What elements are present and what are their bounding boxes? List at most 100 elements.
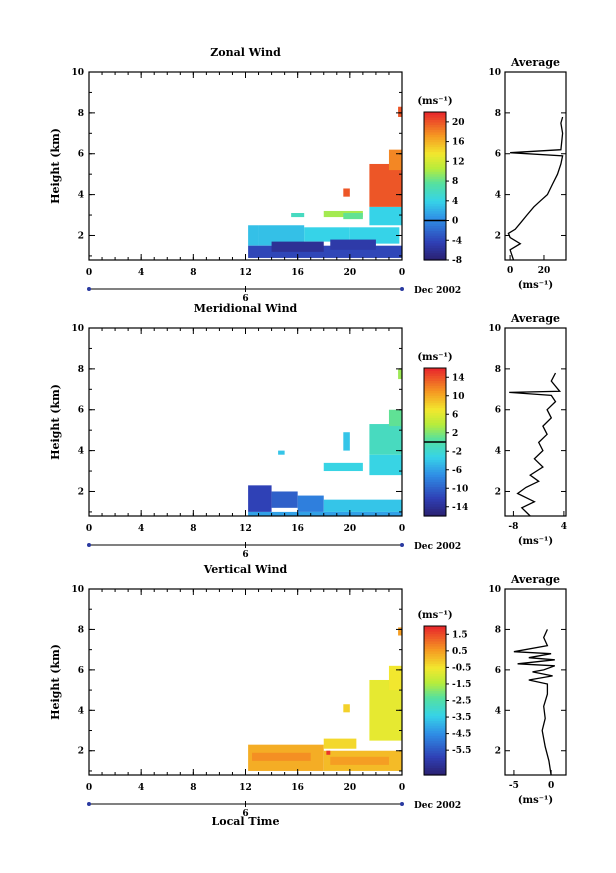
colorbar-band [424,141,446,145]
colorbar-band [424,193,446,197]
colorbar-band [424,173,446,177]
colorbar-band [424,471,446,475]
y-axis-label: Height (km) [49,384,62,460]
colorbar-band [424,653,446,657]
colorbar-band [424,745,446,749]
date-label: Dec 2002 [414,286,461,296]
colorbar-band [424,444,446,448]
x-tick-label: 8 [190,524,196,534]
colorbar-band [424,511,446,515]
colorbar-band [424,683,446,687]
colorbar-band [424,493,446,497]
colorbar-tick-label: -5.5 [452,746,471,756]
colorbar-band [424,628,446,632]
date-label: Dec 2002 [414,542,461,552]
heatmap-cell [304,227,350,242]
profile-y-tick-label: 4 [495,191,501,201]
colorbar-band [424,437,446,441]
colorbar-tick-label: 6 [452,410,458,420]
heatmap-cell [323,499,402,512]
colorbar-tick-label: 4 [452,197,458,207]
plot-frame [88,327,403,517]
colorbar-band [424,390,446,394]
average-profile: Average 2 4 6 8 10 -5 0 (ms⁻¹) [488,573,567,806]
colorbar-tick-label: 14 [452,373,465,383]
colorbar-tick-label: 1.5 [452,630,468,640]
x-tick-label: 0 [399,524,405,534]
colorbar-band [424,434,446,438]
heatmap-cell [398,627,402,636]
colorbar-tick-label: -4 [452,236,462,246]
heatmap-cell [248,485,272,512]
colorbar-tick-label: -4.5 [452,730,471,740]
colorbar-band [424,218,446,222]
y-tick-label: 6 [78,150,84,160]
colorbar-band [424,161,446,165]
profile-y-tick-label: 10 [488,68,501,78]
colorbar-band [424,498,446,502]
profile-y-tick-label: 6 [495,666,501,676]
colorbar-band [424,205,446,209]
colorbar-band [424,203,446,207]
day-label: 6 [242,294,248,304]
chart-title: Meridional Wind [194,302,298,315]
heatmap-cell [326,750,331,755]
heatmap-cell [291,213,305,218]
profile-y-tick-label: 6 [495,150,501,160]
colorbar-unit: (ms⁻¹) [417,610,452,621]
colorbar-band [424,454,446,458]
x-tick-label: 4 [138,524,144,534]
profile-x-label: (ms⁻¹) [518,280,553,291]
colorbar-tick-label: -14 [452,503,468,513]
colorbar-band [424,638,446,642]
colorbar-band [424,124,446,128]
day-line-start [87,287,91,291]
day-label: 6 [242,550,248,560]
colorbar-tick-label: -0.5 [452,663,471,673]
colorbar-band [424,429,446,433]
colorbar-band [424,479,446,483]
colorbar-band [424,158,446,162]
day-line-end [400,543,404,547]
colorbar-band [424,461,446,465]
colorbar-band [424,432,446,436]
profile-y-tick-label: 6 [495,406,501,416]
colorbar-band [424,675,446,679]
profile-line [507,116,564,261]
colorbar-band [424,705,446,709]
colorbar-band [424,488,446,492]
colorbar-band [424,752,446,756]
colorbar-band [424,483,446,487]
colorbar-band [424,397,446,401]
profile-y-tick-label: 8 [495,365,501,375]
colorbar-band [424,665,446,669]
colorbar-band [424,496,446,500]
colorbar-band [424,368,446,372]
x-tick-label: 12 [239,524,252,534]
colorbar-band [424,740,446,744]
colorbar-band [424,772,446,776]
colorbar-band [424,126,446,130]
colorbar-frame [423,111,447,261]
colorbar-band [424,464,446,468]
colorbar-band [424,129,446,133]
colorbar-unit: (ms⁻¹) [417,96,452,107]
profile-x-tick-label: 0 [507,266,513,276]
colorbar-band [424,112,446,116]
colorbar-band [424,220,446,224]
colorbar-band [424,730,446,734]
colorbar-band [424,727,446,731]
colorbar-band [424,446,446,450]
colorbar-band [424,476,446,480]
y-tick-label: 8 [78,365,84,375]
colorbar-band [424,242,446,246]
colorbar-band [424,655,446,659]
x-tick-label: 20 [344,268,357,278]
colorbar-band [424,237,446,241]
colorbar: 1.5 0.5 -0.5 -1.5 -2.5 -3.5 -4.5 -5.5 (ms⁻¹) [417,610,471,776]
colorbar-band [424,658,446,662]
y-tick-label: 4 [78,447,84,457]
y-axis-label: Height (km) [49,128,62,204]
colorbar-band [424,151,446,155]
